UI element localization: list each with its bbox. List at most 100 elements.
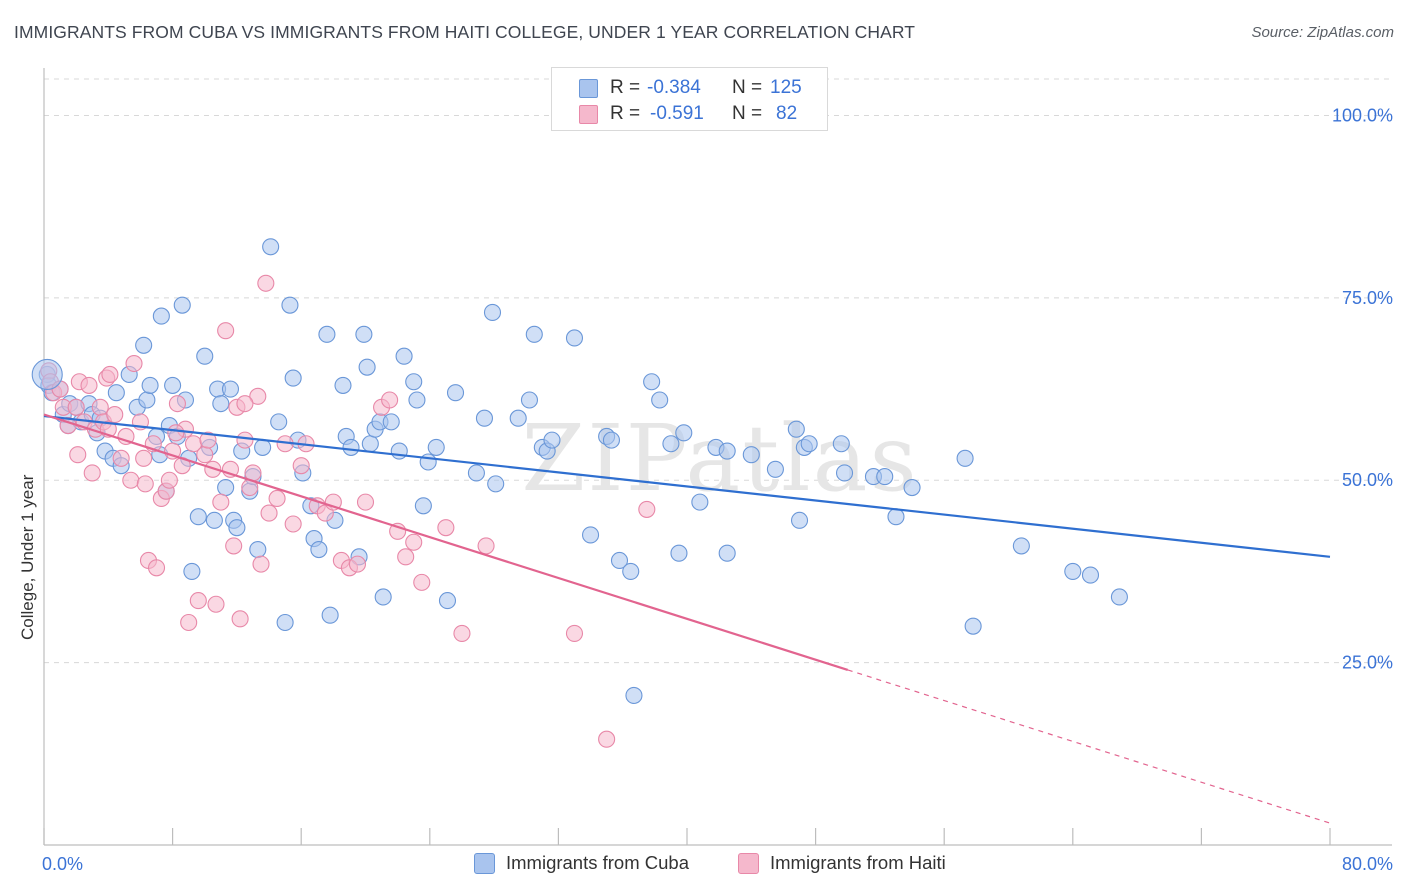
cuba-point: [887, 508, 905, 526]
haiti-point: [356, 493, 375, 511]
cuba-point: [438, 592, 457, 610]
cuba-point: [390, 442, 408, 460]
haiti-point: [397, 548, 415, 566]
cuba-point: [1081, 566, 1100, 584]
cuba-point: [602, 431, 620, 449]
cuba-point: [509, 409, 527, 427]
haiti-point: [252, 555, 270, 573]
cuba-point: [334, 376, 352, 394]
cuba-point: [382, 413, 400, 431]
cuba-point: [355, 325, 373, 343]
cuba-point: [318, 325, 336, 343]
haiti-point: [225, 537, 243, 555]
cuba-point: [520, 391, 539, 409]
cuba-point: [427, 438, 445, 456]
cuba-swatch: [579, 79, 598, 98]
cuba-point: [718, 544, 736, 562]
cuba-point: [189, 508, 207, 526]
haiti-legend-label: Immigrants from Haiti: [770, 852, 946, 873]
haiti-point: [122, 471, 140, 489]
cuba-point: [374, 588, 392, 606]
source-label: Source: ZipAtlas.com: [1251, 24, 1394, 41]
cuba-point: [964, 617, 982, 635]
haiti-point: [231, 610, 249, 628]
haiti-point: [405, 533, 423, 551]
haiti-point: [167, 424, 185, 442]
haiti-point: [477, 537, 495, 555]
haiti-point: [135, 449, 153, 467]
cuba-point: [610, 551, 629, 570]
haiti-point: [207, 595, 225, 613]
chart-title: IMMIGRANTS FROM CUBA VS IMMIGRANTS FROM …: [14, 22, 916, 42]
haiti-point: [180, 613, 198, 632]
haiti-point: [125, 354, 143, 373]
haiti-point: [69, 446, 87, 464]
cuba-point: [651, 391, 669, 409]
cuba-point: [800, 435, 818, 453]
correlation-legend: R = -0.384 N = 125 R = -0.591 N = 82: [551, 67, 828, 131]
haiti-point: [160, 471, 178, 489]
cuba-point: [565, 329, 584, 347]
cuba-point: [483, 303, 502, 321]
haiti-legend-swatch: [738, 853, 759, 874]
cuba-point: [310, 540, 328, 559]
haiti-point: [236, 431, 254, 449]
haiti-point: [106, 406, 124, 424]
haiti-point: [136, 475, 154, 493]
x-tick-label: 80.0%: [1342, 854, 1393, 874]
cuba-point: [487, 475, 505, 493]
haiti-point: [199, 431, 217, 449]
legend-row-cuba: R = -0.384 N = 125: [552, 74, 827, 102]
cuba-point: [408, 391, 426, 409]
haiti-point: [413, 573, 431, 591]
haiti-point: [236, 395, 254, 413]
cuba-point: [790, 511, 809, 529]
cuba-legend-label: Immigrants from Cuba: [506, 852, 689, 873]
legend-row-haiti: R = -0.591 N = 82: [552, 100, 827, 128]
haiti-point: [83, 464, 101, 482]
haiti-point: [147, 559, 166, 577]
y-tick-label: 100.0%: [1332, 105, 1393, 125]
cuba-point: [270, 413, 288, 431]
cuba-trend-line: [43, 414, 1331, 558]
cuba-point: [832, 435, 850, 453]
cuba-point: [173, 296, 191, 314]
haiti-trend-line: [43, 413, 849, 671]
cuba-point: [361, 435, 379, 453]
haiti-point: [80, 376, 98, 394]
cuba-point: [903, 478, 921, 497]
haiti-point: [260, 504, 278, 522]
n-label: N =: [732, 103, 763, 124]
cuba-point: [543, 431, 561, 449]
r-label: R =: [610, 103, 641, 124]
haiti-trend-extension: [847, 669, 1331, 824]
r-value: -0.591: [650, 103, 704, 124]
haiti-point: [217, 322, 235, 340]
haiti-point: [437, 519, 455, 537]
cuba-point: [358, 358, 376, 376]
x-tick-label: 0.0%: [42, 854, 83, 874]
haiti-point: [212, 493, 230, 511]
cuba-point: [164, 376, 182, 394]
cuba-point: [135, 336, 153, 354]
cuba-point: [787, 420, 805, 438]
haiti-point: [91, 398, 109, 416]
cuba-point: [342, 438, 360, 456]
cuba-point: [152, 307, 170, 325]
y-tick-label: 50.0%: [1342, 470, 1393, 490]
cuba-point: [475, 409, 494, 427]
n-value: 82: [776, 103, 798, 124]
cuba-point: [228, 519, 246, 537]
cuba-point: [414, 497, 432, 515]
cuba-point: [742, 446, 760, 464]
n-value: 125: [770, 77, 802, 98]
cuba-point: [196, 347, 214, 365]
cuba-point: [183, 562, 201, 580]
haiti-point: [112, 449, 130, 467]
cuba-point: [217, 478, 235, 497]
cuba-point: [1110, 588, 1128, 606]
cuba-point: [1064, 562, 1082, 580]
cuba-point: [835, 464, 854, 482]
cuba-point: [262, 238, 280, 256]
